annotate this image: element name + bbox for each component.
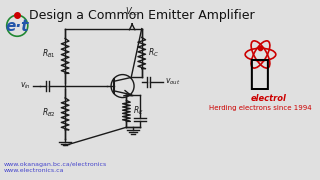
Text: 🐂: 🐂 bbox=[248, 57, 269, 91]
Text: $R_C$: $R_C$ bbox=[148, 47, 159, 59]
Text: $v_{in}$: $v_{in}$ bbox=[20, 81, 31, 91]
Text: $R_E$: $R_E$ bbox=[133, 105, 144, 117]
Text: www.okanagan.bc.ca/electronics
www.electronics.ca: www.okanagan.bc.ca/electronics www.elect… bbox=[4, 162, 107, 173]
Text: $v_{out}$: $v_{out}$ bbox=[165, 77, 180, 87]
Text: e·t: e·t bbox=[5, 19, 29, 34]
Text: Herding electrons since 1994: Herding electrons since 1994 bbox=[209, 105, 312, 111]
Text: $V_{cc}$: $V_{cc}$ bbox=[125, 6, 139, 18]
Text: $R_{B2}$: $R_{B2}$ bbox=[42, 106, 56, 119]
Text: $R_{B1}$: $R_{B1}$ bbox=[42, 47, 56, 60]
Text: Design a Common Emitter Amplifier: Design a Common Emitter Amplifier bbox=[29, 8, 254, 21]
Text: electrol: electrol bbox=[250, 94, 286, 103]
